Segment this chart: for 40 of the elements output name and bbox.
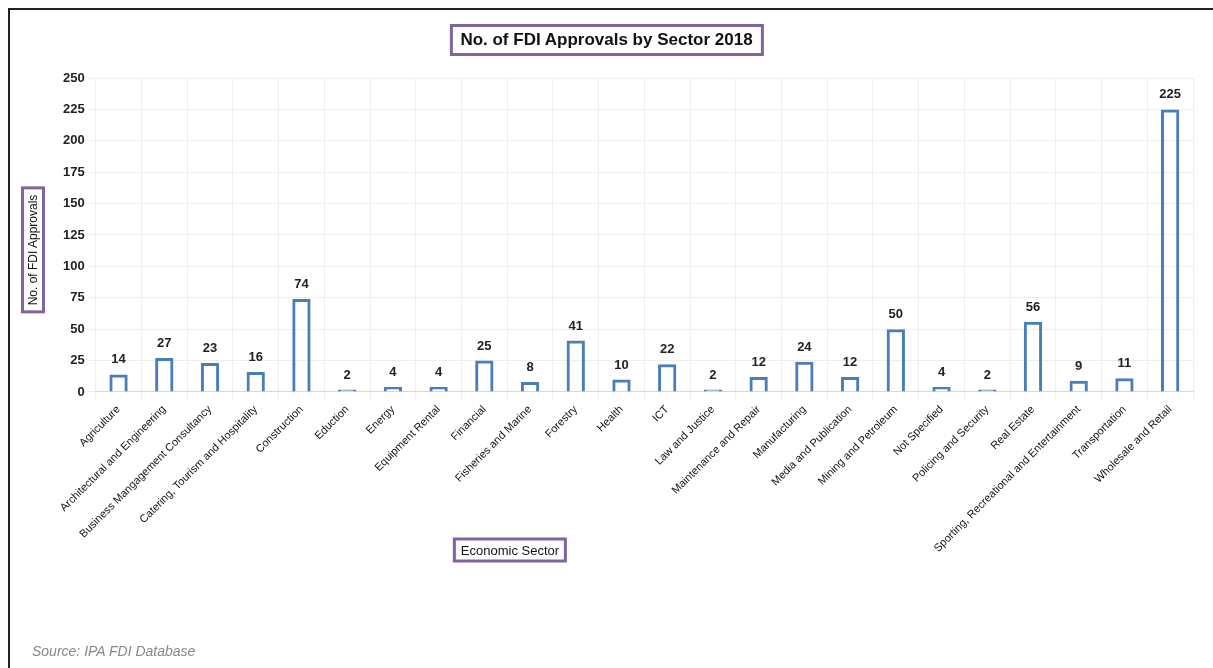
data-label: 22 bbox=[659, 341, 675, 357]
data-label: 4 bbox=[937, 364, 946, 380]
data-label: 2 bbox=[343, 366, 351, 382]
data-label: 50 bbox=[888, 306, 904, 322]
data-label: 11 bbox=[1117, 355, 1132, 371]
data-label: 12 bbox=[842, 353, 858, 369]
data-label: 27 bbox=[157, 335, 172, 351]
y-tick-label: 125 bbox=[62, 226, 85, 242]
data-label: 9 bbox=[1075, 357, 1083, 373]
data-label: 23 bbox=[202, 340, 218, 356]
data-label: 25 bbox=[477, 337, 492, 353]
chart-title: No. of FDI Approvals by Sector 2018 bbox=[449, 24, 764, 56]
data-label: 24 bbox=[797, 338, 813, 354]
data-label: 10 bbox=[614, 356, 629, 372]
data-label: 225 bbox=[1159, 86, 1181, 102]
y-tick-label: 100 bbox=[62, 257, 85, 273]
data-label: 12 bbox=[751, 353, 766, 369]
data-label: 16 bbox=[248, 348, 263, 364]
y-tick-label: 200 bbox=[62, 132, 85, 148]
data-label: 2 bbox=[983, 366, 991, 382]
y-tick-label: 150 bbox=[62, 195, 85, 211]
data-label: 41 bbox=[568, 317, 583, 333]
data-label: 2 bbox=[709, 366, 717, 382]
y-tick-label: 250 bbox=[62, 69, 85, 85]
data-label: 8 bbox=[526, 359, 534, 375]
y-tick-label: 0 bbox=[77, 383, 85, 399]
y-tick-label: 225 bbox=[62, 100, 85, 116]
y-tick-label: 50 bbox=[70, 320, 85, 336]
x-tick-label: ICT bbox=[649, 402, 671, 424]
x-axis-title: Economic Sector bbox=[452, 537, 568, 563]
y-tick-label: 75 bbox=[70, 289, 85, 305]
data-label: 4 bbox=[434, 364, 443, 380]
source-note: Source: IPA FDI Database bbox=[32, 643, 196, 659]
y-axis-title: No. of FDI Approvals bbox=[21, 186, 45, 314]
y-tick-label: 25 bbox=[70, 352, 85, 368]
data-label: 14 bbox=[111, 351, 127, 367]
data-label: 74 bbox=[294, 276, 310, 292]
data-label: 56 bbox=[1025, 298, 1041, 314]
data-label: 4 bbox=[389, 364, 398, 380]
y-tick-label: 175 bbox=[62, 163, 85, 179]
